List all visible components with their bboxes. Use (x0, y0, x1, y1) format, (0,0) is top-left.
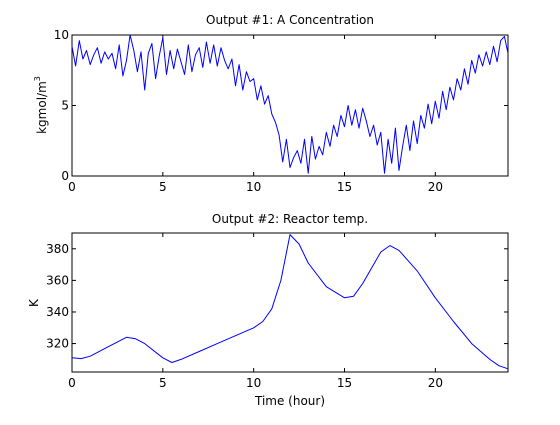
subplot-1-plot-area (71, 34, 509, 177)
x-tick-label: 15 (337, 180, 352, 194)
subplot-1-title: Output #1: A Concentration (206, 13, 374, 27)
x-tick-label: 5 (159, 180, 167, 194)
x-tick-label: 10 (246, 376, 261, 390)
x-tick-label: 20 (428, 180, 443, 194)
subplot-2-y-axis-label: K (27, 298, 41, 307)
y-tick-label: 340 (46, 305, 69, 319)
subplot-1: Output #1: A Concentration 0 5 10 15 200510 … (33, 13, 509, 194)
subplot-1-tick-labels: 0 5 10 15 20 0 5 10 (54, 28, 443, 194)
subplot-2: Output #2: Reactor temp. 0 5 10 15 20 320 340 3… (27, 212, 509, 408)
x-tick-label: 0 (68, 376, 76, 390)
y-tick-label: 0 (61, 169, 69, 183)
y-tick-label: 380 (46, 242, 69, 256)
x-tick-label: 15 (337, 376, 352, 390)
subplot-1-series-line (71, 34, 509, 174)
x-tick-label: 0 (68, 180, 76, 194)
subplot-1-y-axis-label: kgmol/m3 (33, 76, 49, 134)
y-tick-label: 320 (46, 337, 69, 351)
y-tick-label: 360 (46, 273, 69, 287)
y-tick-label: 5 (61, 99, 69, 113)
x-tick-label: 20 (428, 376, 443, 390)
subplot-1-y-axis-label-base: kgmol/m (35, 81, 49, 134)
subplot-1-ticks (71, 34, 508, 177)
subplot-2-tick-labels: 0 5 10 15 20 320 340 360 380 (46, 242, 443, 390)
subplot-1-y-axis-label-superscript: 3 (33, 76, 42, 81)
subplot-2-series-line (71, 234, 509, 370)
subplot-2-title: Output #2: Reactor temp. (212, 212, 368, 226)
subplot-2-x-axis-label: Time (hour) (254, 394, 325, 408)
x-tick-label: 10 (246, 180, 261, 194)
x-tick-label: 5 (159, 376, 167, 390)
subplot-2-ticks (71, 233, 508, 372)
subplot-2-plot-area (71, 232, 509, 373)
y-tick-label: 10 (54, 28, 69, 42)
